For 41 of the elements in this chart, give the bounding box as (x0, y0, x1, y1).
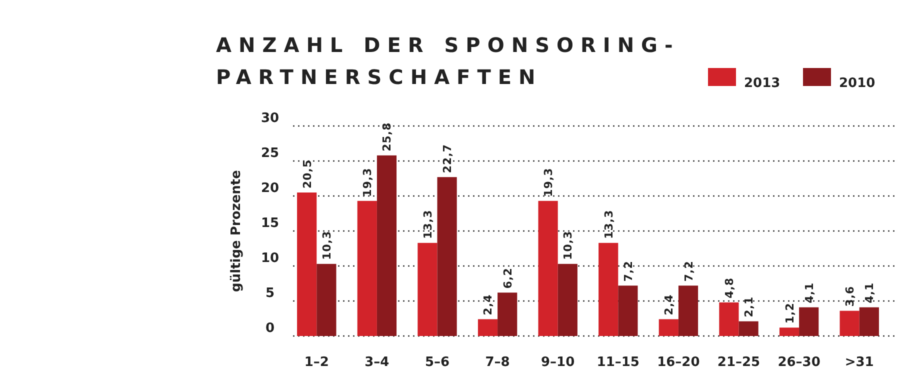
data-label: 13,3 (602, 210, 616, 239)
data-label: 7,2 (622, 260, 635, 282)
data-label: 4,8 (722, 277, 736, 298)
x-tick-label: 5–6 (424, 355, 450, 370)
data-label: 22,7 (441, 144, 454, 174)
data-label: 3,6 (844, 286, 857, 307)
data-label: 2,4 (662, 294, 676, 316)
chart-title: ANZAHL DER SPONSORING-PARTNERSCHAFTEN (216, 33, 680, 89)
data-label: 6,2 (501, 268, 514, 289)
y-tick-label: 15 (260, 216, 280, 231)
data-label: 19,3 (542, 168, 556, 197)
data-label: 10,3 (320, 230, 334, 260)
x-tick-label: 11–15 (596, 355, 640, 370)
data-label: 20,5 (300, 159, 314, 188)
y-axis-title: gültige Prozente (229, 170, 244, 292)
data-label: 2,4 (482, 294, 495, 316)
y-tick-label: 20 (260, 181, 280, 196)
x-tick-label: 26–30 (778, 355, 820, 370)
y-tick-label: 0 (265, 321, 275, 336)
legend-label: 2010 (839, 76, 876, 91)
data-label: 10,3 (562, 230, 575, 260)
y-tick-label: 25 (260, 146, 280, 161)
data-label: 1,2 (783, 302, 796, 324)
data-label: 4,1 (863, 282, 876, 304)
x-tick-label: >31 (844, 355, 874, 370)
data-label: 4,1 (802, 282, 816, 304)
x-tick-label: 9–10 (541, 355, 575, 370)
x-tick-label: 3–4 (364, 355, 390, 370)
data-label: 25,8 (380, 122, 394, 152)
x-tick-label: 21–25 (717, 355, 760, 370)
y-tick-label: 10 (260, 251, 280, 266)
data-label: 2,1 (742, 296, 756, 318)
x-tick-label: 16–20 (657, 355, 700, 370)
data-label: 13,3 (421, 210, 434, 239)
y-tick-label: 5 (265, 286, 275, 301)
x-tick-label: 1–2 (304, 355, 329, 370)
data-label: 7,2 (682, 260, 696, 282)
y-tick-label: 30 (260, 111, 280, 126)
x-tick-label: 7–8 (485, 355, 510, 370)
data-label: 19,3 (361, 168, 374, 197)
legend-label: 2013 (744, 76, 780, 91)
